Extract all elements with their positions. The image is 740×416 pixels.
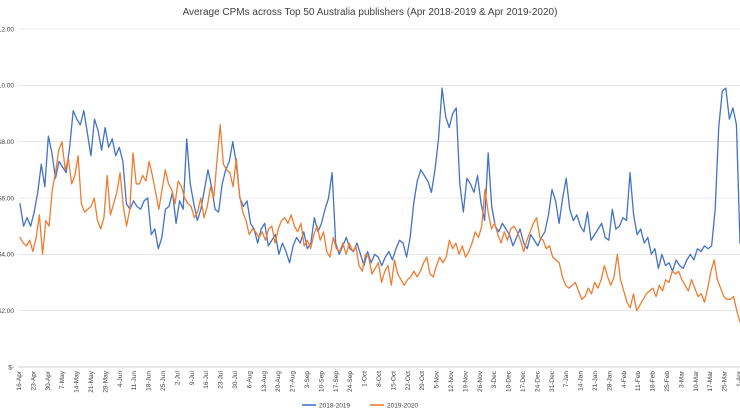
x-tick-label: 31-Dec xyxy=(549,370,556,392)
y-tick-label: $- xyxy=(8,364,14,371)
x-tick-label: 14-May xyxy=(74,370,81,392)
x-tick-label: 4-Jun xyxy=(117,371,124,388)
x-tick-label: 25-Mar xyxy=(722,370,729,391)
x-tick-label: 21-May xyxy=(88,370,95,392)
series-line-2018-2019 xyxy=(19,87,740,272)
x-tick-label: 13-Aug xyxy=(261,371,268,392)
x-tick-label: 6-Aug xyxy=(246,371,253,389)
x-tick-label: 10-Mar xyxy=(693,370,700,391)
legend: 2018-2019 2019-2020 xyxy=(302,402,418,409)
x-tick-label: 16-Jul xyxy=(203,370,210,388)
x-tick-label: 24-Sep xyxy=(347,371,354,392)
x-tick-label: 17-Mar xyxy=(707,370,714,391)
x-tick-label: 17-Sep xyxy=(333,371,340,392)
x-tick-label: 18-Feb xyxy=(650,371,657,392)
x-axis-ticks: 16-Apr 23-Apr 30-Apr 7-May 14-May 21-May 28-Ma… xyxy=(16,370,740,393)
x-tick-label: 28-Jan xyxy=(606,371,613,391)
x-tick-label: 3-Mar xyxy=(678,370,685,388)
x-tick-label: 5-Nov xyxy=(434,370,441,388)
x-tick-label: 3-Dec xyxy=(491,370,498,388)
y-axis-ticks: $- $2.00 $4.00 $6.00 $8.00 $10.00 $12.00 xyxy=(0,26,14,371)
x-tick-label: 16-Apr xyxy=(16,370,23,390)
x-tick-label: 25-Feb xyxy=(664,371,671,392)
x-tick-label: 24-Dec xyxy=(534,370,541,392)
y-tick-label: $8.00 xyxy=(0,139,14,146)
x-tick-label: 4-Feb xyxy=(621,371,628,388)
x-tick-label: 7-May xyxy=(59,370,66,389)
x-tick-label: 12-Nov xyxy=(448,370,455,392)
x-tick-label: 17-Dec xyxy=(520,370,527,392)
x-tick-label: 19-Nov xyxy=(462,370,469,392)
y-tick-label: $6.00 xyxy=(0,195,14,202)
x-tick-label: 1-Apr xyxy=(736,370,740,387)
legend-label: 2019-2020 xyxy=(387,402,418,409)
x-tick-label: 18-Jun xyxy=(146,371,153,391)
x-tick-label: 11-Jun xyxy=(131,371,138,391)
x-tick-label: 22-Oct xyxy=(405,371,412,391)
y-tick-label: $10.00 xyxy=(0,83,14,90)
x-tick-label: 29-Oct xyxy=(419,371,426,391)
y-tick-label: $12.00 xyxy=(0,26,14,33)
x-tick-label: 10-Sep xyxy=(318,371,325,392)
x-tick-label: 15-Oct xyxy=(390,371,397,391)
x-tick-label: 14-Jan xyxy=(578,371,585,391)
y-tick-label: $2.00 xyxy=(0,308,14,315)
x-tick-label: 27-Aug xyxy=(290,371,297,392)
y-tick-label: $4.00 xyxy=(0,252,14,259)
series-lines xyxy=(19,87,740,323)
legend-label: 2018-2019 xyxy=(319,402,350,409)
x-tick-label: 10-Dec xyxy=(506,370,513,392)
x-tick-label: 23-Apr xyxy=(30,370,37,390)
x-tick-label: 21-Jan xyxy=(592,371,599,391)
gridlines xyxy=(18,28,740,368)
x-tick-label: 20-Aug xyxy=(275,371,282,392)
x-tick-label: 25-Jun xyxy=(160,371,167,391)
chart-title: Average CPMs across Top 50 Australia pub… xyxy=(183,7,558,18)
x-tick-label: 1-Oct xyxy=(362,371,369,387)
x-tick-label: 3-Sep xyxy=(304,371,311,389)
x-tick-label: 30-Jul xyxy=(232,370,239,388)
x-tick-label: 28-May xyxy=(102,370,109,392)
x-tick-label: 8-Oct xyxy=(376,371,383,387)
x-tick-label: 11-Feb xyxy=(635,371,642,391)
x-tick-label: 7-Jan xyxy=(563,371,570,388)
x-tick-label: 30-Apr xyxy=(45,370,52,390)
x-tick-label: 9-Jul xyxy=(189,370,196,385)
x-tick-label: 23-Jul xyxy=(218,370,225,388)
series-line-2019-2020 xyxy=(19,124,740,323)
x-tick-label: 26-Nov xyxy=(477,370,484,392)
x-tick-label: 2-Jul xyxy=(174,370,181,385)
